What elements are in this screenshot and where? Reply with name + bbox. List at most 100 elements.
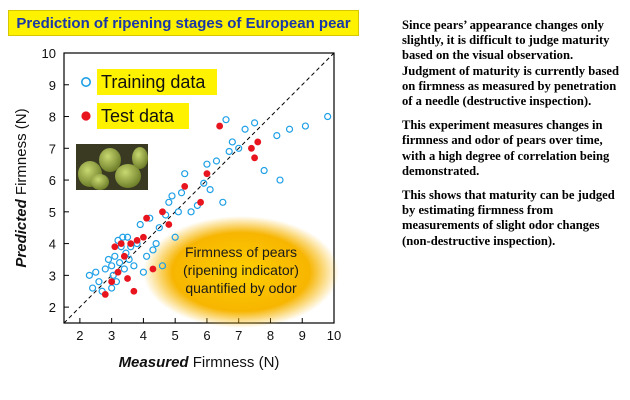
training-point (168, 192, 176, 200)
legend: Training data Test data (81, 69, 217, 129)
training-point (222, 116, 230, 124)
training-point (108, 262, 116, 270)
test-point (165, 221, 173, 228)
annotation-line-1: Firmness of pears (185, 244, 297, 260)
test-point (124, 275, 131, 282)
training-point (187, 208, 195, 216)
training-point (273, 131, 281, 140)
description-panel: Since pears’ appearance changes only sli… (402, 18, 624, 258)
description-paragraph-2: This experiment measures changes in firm… (402, 118, 610, 178)
training-point (125, 255, 133, 264)
training-point (250, 119, 259, 127)
training-point (181, 170, 189, 178)
training-point (101, 265, 109, 273)
y-axis-label: Predicted Firmness (N) (13, 108, 30, 267)
annotation-oval (143, 216, 339, 328)
test-point (114, 268, 122, 276)
legend-training-marker (81, 77, 92, 88)
training-point (219, 198, 227, 206)
training-point (88, 284, 97, 292)
training-point (260, 166, 268, 175)
training-point (276, 176, 284, 184)
test-point (181, 183, 189, 190)
training-point (123, 233, 132, 241)
test-point (101, 291, 109, 298)
legend-test-bg (97, 103, 189, 129)
scatter-plot: 2 3 4 5 6 7 8 9 10 2 3 4 5 6 7 8 9 10 Firmness of pears (… (13, 46, 341, 371)
chart-title: Prediction of ripening stages of Europea… (16, 14, 351, 32)
x-tick-label: 5 (172, 328, 179, 343)
training-point (120, 265, 128, 273)
training-point (301, 122, 310, 130)
test-point (108, 278, 116, 286)
description-paragraph-1: Since pears’ appearance changes only sli… (402, 18, 620, 109)
legend-test-marker (81, 111, 91, 121)
training-point (130, 262, 138, 270)
training-point (324, 112, 332, 121)
training-point (139, 268, 148, 276)
test-point (203, 170, 211, 178)
test-point (143, 214, 150, 222)
training-point (225, 147, 233, 156)
training-point (200, 179, 208, 187)
training-point (212, 157, 221, 165)
y-tick-label: 2 (49, 300, 56, 315)
training-point (285, 125, 294, 133)
training-point (206, 185, 214, 194)
x-tick-label: 7 (235, 328, 242, 343)
x-tick-label: 9 (299, 328, 306, 343)
legend-training-bg (97, 69, 217, 95)
y-tick-label: 7 (49, 141, 56, 156)
y-tick-label: 3 (49, 268, 56, 283)
x-tick-label: 6 (203, 328, 210, 343)
training-point (95, 278, 103, 286)
y-tick-label: 8 (49, 110, 56, 125)
x-tick-label: 2 (76, 328, 83, 343)
chart-title-banner: Prediction of ripening stages of Europea… (8, 10, 359, 36)
identity-line (63, 52, 335, 324)
test-point (127, 240, 135, 247)
training-point (177, 189, 186, 197)
training-point (115, 259, 124, 267)
test-point (111, 243, 119, 251)
training-point (165, 198, 173, 206)
training-point (136, 220, 144, 229)
training-point (85, 271, 94, 279)
x-axis-label: Measured Firmness (N) (119, 354, 280, 371)
test-point (159, 208, 166, 216)
test-point (251, 154, 258, 162)
description-paragraph-3: This shows that maturity can be judged b… (402, 188, 615, 248)
test-point (248, 144, 255, 152)
test-point (117, 240, 125, 247)
training-point (92, 268, 100, 276)
annotation-line-2: (ripening indicator) (183, 262, 299, 278)
test-point (254, 138, 262, 146)
y-tick-label: 9 (49, 78, 56, 93)
training-point (104, 255, 113, 264)
test-point (149, 265, 157, 273)
training-point (142, 252, 151, 260)
training-point (152, 239, 160, 248)
legend-test-label: Test data (101, 106, 175, 126)
test-point (140, 233, 147, 241)
test-point (130, 287, 138, 295)
training-point (174, 208, 182, 216)
test-point (197, 198, 204, 206)
legend-training-label: Training data (101, 72, 206, 92)
training-point (241, 125, 249, 133)
training-point (155, 224, 163, 232)
training-point (111, 252, 119, 260)
test-point (216, 122, 224, 130)
y-tick-label: 6 (49, 173, 56, 188)
y-tick-label: 5 (49, 205, 56, 220)
training-point (171, 233, 179, 241)
x-tick-label: 10 (327, 328, 341, 343)
test-point (133, 237, 141, 244)
training-point (158, 262, 167, 270)
test-series (101, 122, 262, 298)
pear-photo-icon (76, 144, 148, 190)
x-tick-label: 4 (140, 328, 147, 343)
training-point (235, 144, 243, 152)
test-point (120, 252, 128, 260)
training-point (203, 160, 211, 168)
